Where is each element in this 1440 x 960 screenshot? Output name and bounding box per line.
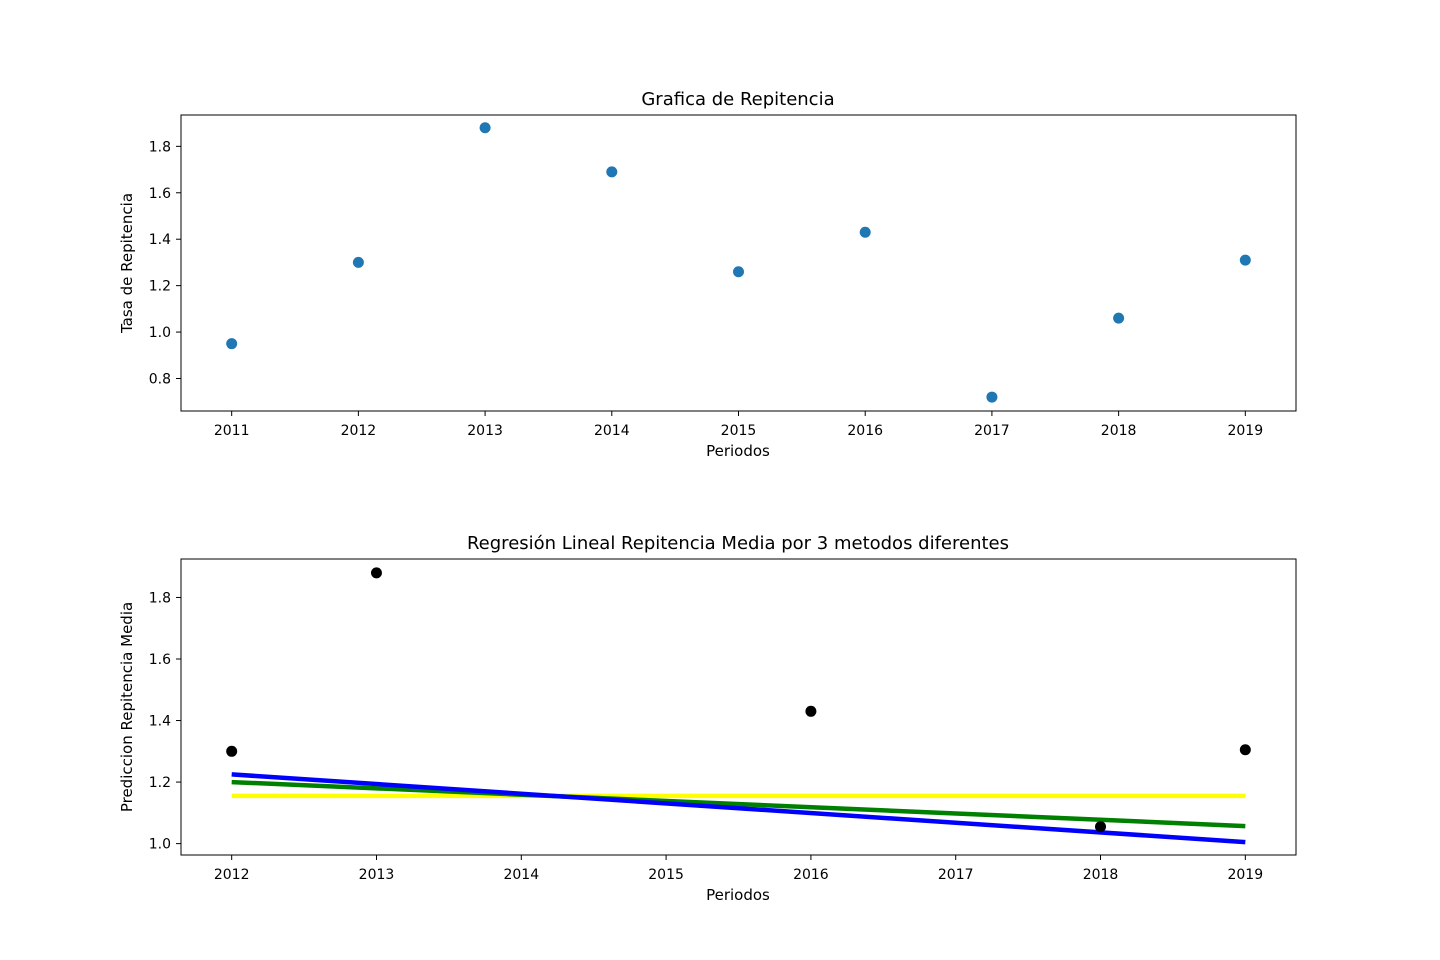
x-tick-label: 2011 (214, 423, 250, 439)
regression-line (231, 779, 1246, 829)
chart-2-title: Regresión Lineal Repitencia Media por 3 … (467, 533, 1009, 554)
x-tick-label: 2017 (974, 423, 1010, 439)
data-point (1239, 254, 1251, 266)
chart-2-marks (226, 567, 1251, 833)
data-point (986, 391, 998, 403)
chart-1-xlabel: Periodos (706, 442, 770, 460)
chart-1-ylabel: Tasa de Repitencia (118, 193, 136, 334)
x-tick-label: 2012 (214, 867, 250, 883)
y-tick-label: 1.0 (149, 837, 171, 853)
chart-2-axes-frame (180, 558, 1297, 856)
data-point (226, 745, 238, 757)
x-tick-label: 2018 (1083, 867, 1119, 883)
y-tick-label: 1.2 (149, 775, 171, 791)
data-point (479, 122, 491, 134)
y-tick-label: 1.6 (149, 652, 171, 668)
chart-1-axes-frame (180, 114, 1297, 412)
chart-1-marks (226, 122, 1251, 403)
chart-1-ticks: 2011 2012 2013 2014 2015 2016 2017 2018 2019 0.8 1… (149, 139, 1263, 439)
data-point (859, 226, 871, 238)
x-tick-label: 2019 (1227, 423, 1263, 439)
data-point (226, 338, 238, 350)
y-tick-label: 1.2 (149, 279, 171, 295)
x-tick-label: 2013 (467, 423, 503, 439)
x-tick-label: 2016 (847, 423, 883, 439)
data-point (733, 266, 744, 278)
y-tick-label: 1.8 (149, 590, 171, 606)
data-point (606, 166, 618, 178)
y-tick-label: 1.4 (149, 232, 171, 248)
y-tick-label: 0.8 (149, 371, 171, 387)
data-point (370, 567, 382, 579)
x-tick-label: 2015 (648, 867, 684, 883)
y-tick-label: 1.6 (149, 186, 171, 202)
chart-2-xlabel: Periodos (706, 886, 770, 904)
data-point (805, 705, 817, 717)
chart-regresion: Regresión Lineal Repitencia Media por 3 … (118, 533, 1297, 904)
chart-2-regression-lines (231, 772, 1246, 845)
x-tick-label: 2018 (1101, 423, 1137, 439)
x-tick-label: 2013 (359, 867, 395, 883)
data-point (1239, 744, 1251, 756)
x-tick-label: 2017 (938, 867, 974, 883)
y-tick-label: 1.0 (149, 325, 171, 341)
chart-2-ticks: 2012 2013 2014 2015 2016 2017 2018 2019 1.0 1.2 1.… (149, 590, 1263, 883)
data-point (1095, 821, 1107, 833)
regression-line (231, 772, 1246, 845)
x-tick-label: 2012 (341, 423, 377, 439)
chart-repitencia: Grafica de Repitencia Periodos Tasa de R… (118, 89, 1297, 460)
y-tick-label: 1.8 (149, 139, 171, 155)
x-tick-label: 2014 (594, 423, 630, 439)
data-point (1113, 312, 1125, 324)
chart-1-title: Grafica de Repitencia (641, 89, 834, 110)
x-tick-label: 2016 (793, 867, 829, 883)
x-tick-label: 2019 (1227, 867, 1263, 883)
chart-2-ylabel: Prediccion Repitencia Media (118, 602, 136, 812)
y-tick-label: 1.4 (149, 714, 171, 730)
x-tick-label: 2015 (721, 423, 757, 439)
x-tick-label: 2014 (503, 867, 539, 883)
data-point (352, 256, 364, 268)
